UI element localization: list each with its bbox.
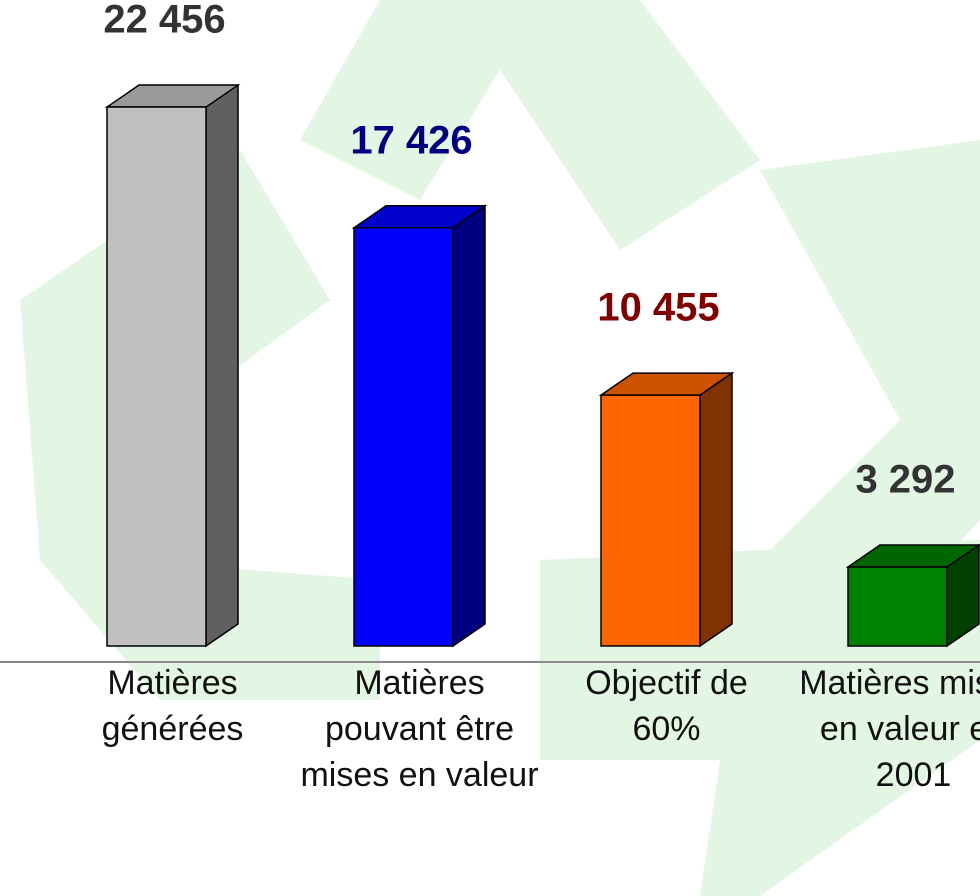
bar-side: [452, 204, 486, 648]
bar-front: [106, 106, 207, 647]
bar: [351, 204, 488, 648]
bar-front: [353, 227, 454, 647]
bar-front: [847, 566, 948, 647]
value-label: 22 456: [103, 0, 225, 42]
bar-side: [205, 83, 239, 648]
category-label: Matières mises en valeur en 2001: [799, 664, 980, 794]
value-label: 17 426: [350, 118, 472, 162]
category-label: Objectif de 60%: [585, 664, 748, 748]
bar: [598, 371, 735, 648]
bar: [104, 83, 241, 648]
bar: [845, 543, 980, 648]
bar-side: [699, 371, 733, 648]
bar-front: [600, 394, 701, 647]
value-label: 10 455: [597, 286, 719, 330]
value-label: 3 292: [855, 458, 955, 502]
category-label: Matières pouvant être mises en valeur: [300, 664, 539, 794]
category-label: Matières générées: [101, 664, 244, 748]
